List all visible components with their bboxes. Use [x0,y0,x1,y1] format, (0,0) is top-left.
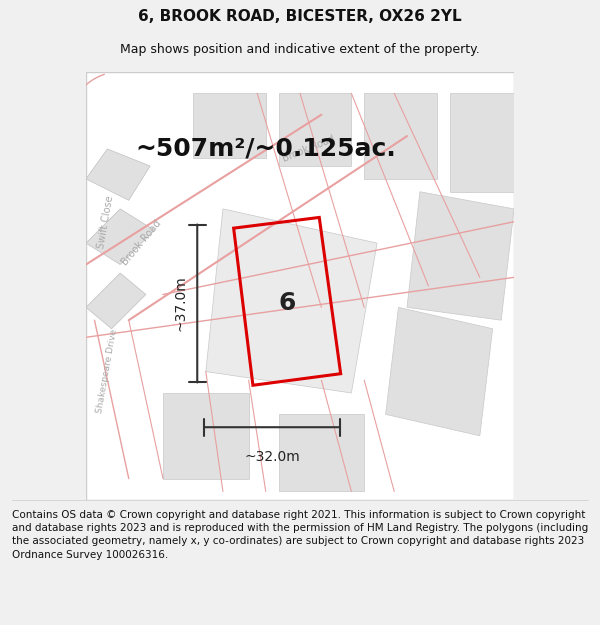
Polygon shape [386,308,493,436]
Polygon shape [193,93,266,158]
Polygon shape [364,93,437,179]
Text: Shakespeare Drive: Shakespeare Drive [95,329,119,414]
Text: 6, BROOK ROAD, BICESTER, OX26 2YL: 6, BROOK ROAD, BICESTER, OX26 2YL [138,9,462,24]
Text: 6: 6 [278,291,296,315]
Polygon shape [163,393,248,479]
Text: Swift Close: Swift Close [95,194,115,249]
Polygon shape [86,209,154,264]
Polygon shape [86,273,146,329]
Text: ~37.0m: ~37.0m [173,276,187,331]
Text: Map shows position and indicative extent of the property.: Map shows position and indicative extent… [120,42,480,56]
Polygon shape [278,414,364,491]
Polygon shape [86,149,150,200]
FancyBboxPatch shape [86,72,514,500]
Text: Contains OS data © Crown copyright and database right 2021. This information is : Contains OS data © Crown copyright and d… [12,510,588,559]
Text: Brook Road: Brook Road [281,134,336,164]
Polygon shape [206,209,377,393]
Polygon shape [407,192,514,320]
Polygon shape [450,93,514,192]
Polygon shape [278,93,352,166]
Text: ~32.0m: ~32.0m [244,450,300,464]
Text: ~507m²/~0.125ac.: ~507m²/~0.125ac. [136,137,396,161]
Text: Brook Road: Brook Road [120,219,163,268]
